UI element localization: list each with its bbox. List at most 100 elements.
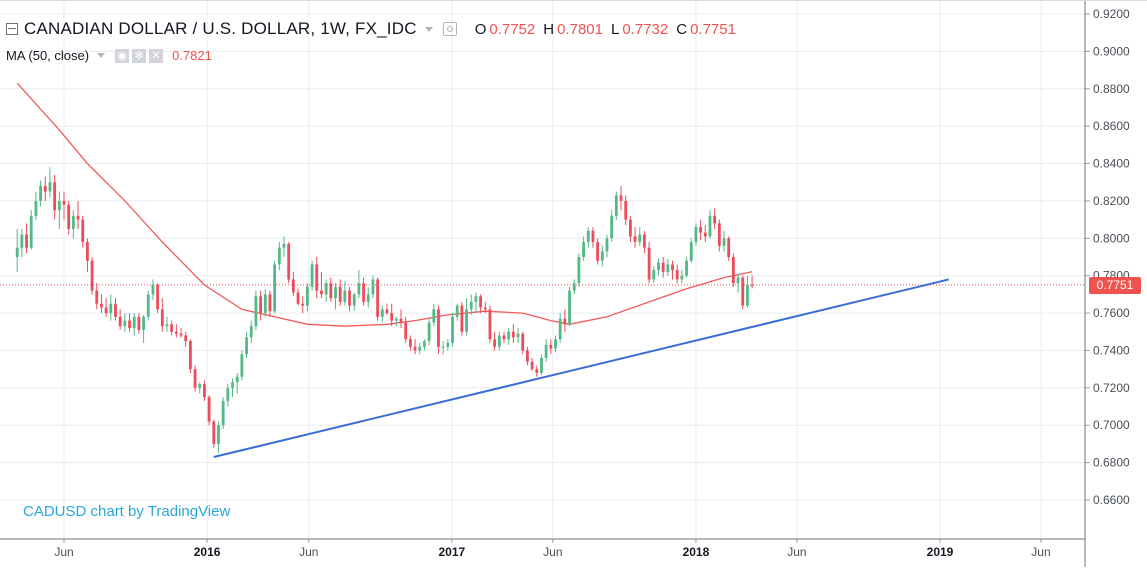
x-tick-label: Jun [787,545,806,559]
candle-body [231,382,234,388]
candle-body [736,277,740,284]
candle-body [465,309,468,332]
candle-body [703,232,707,237]
candle-body [146,294,150,317]
x-tick-label: Jun [1031,545,1050,559]
candle-body [558,318,562,340]
last-price-tag: 0.7751 [1089,277,1141,294]
candle-body [282,243,286,248]
candle-body [371,279,375,295]
indicator-label[interactable]: MA (50, close) [6,48,90,63]
candle-body [62,200,66,205]
candle-body [53,182,57,211]
candle-body [689,242,693,261]
candle-body [394,318,398,321]
y-tick-label: 0.6800 [1093,456,1130,470]
candle-body [591,230,595,243]
candle-body [376,279,380,317]
candle-body [488,309,492,340]
candle-body [343,290,347,302]
candle-body [81,219,85,243]
candle-body [263,294,267,314]
candle-body [586,230,590,243]
candle-body [390,313,394,321]
trendline-layer[interactable] [213,278,949,458]
candle-body [741,277,745,306]
chevron-down-icon[interactable] [97,53,106,58]
candle-body [441,346,445,348]
indicator-value: 0.7821 [172,48,212,63]
candle-body [179,333,183,336]
candle-body [221,400,225,426]
moving-average-layer [16,82,753,327]
candle-body [352,294,356,306]
candle-body [348,290,351,306]
candle-body [600,251,604,261]
candle-body [413,346,417,351]
candle-body [203,384,206,398]
eye-icon[interactable] [442,22,457,36]
close-icon[interactable]: ✕ [149,48,164,63]
trendline [213,278,949,458]
candle-body [151,285,155,295]
candle-body [334,286,337,299]
gear-icon[interactable]: ✻ [132,48,147,63]
candle-body [432,309,436,323]
y-tick-label: 0.7600 [1093,306,1130,320]
candle-body [535,369,539,373]
candle-body [296,292,300,304]
candle-body [605,238,609,252]
candle-body [306,286,309,306]
candle-body [479,296,483,308]
candle-body [273,264,277,312]
candle-body [118,316,122,327]
y-tick-label: 0.7200 [1093,381,1130,395]
candle-body [516,333,520,338]
candle-body [544,344,548,358]
candle-body [610,215,614,239]
tradingview-watermark[interactable]: CADUSD chart by TradingView [23,503,231,520]
y-tick-label: 0.8400 [1093,157,1130,171]
candle-body [385,309,389,314]
candle-body [619,195,623,201]
candle-body [680,275,684,280]
symbol-title[interactable]: CANADIAN DOLLAR / U.S. DOLLAR, 1W, FX_ID… [24,19,417,38]
candle-body [198,384,202,388]
x-tick-label: 2017 [438,545,465,559]
eye-icon[interactable]: ◉ [115,48,130,63]
candle-body [29,215,33,248]
candle-body [174,331,178,334]
x-tick-label: Jun [543,545,562,559]
candle-body [362,283,365,302]
x-tick-label: Jun [299,545,318,559]
low-value: 0.7732 [622,20,669,38]
candle-body [34,200,38,216]
candle-body [104,307,108,314]
candle-body [568,290,571,325]
collapse-icon[interactable] [6,23,18,35]
x-tick-label: 2019 [927,545,954,559]
candle-body [446,342,450,347]
candle-body [455,305,459,317]
candle-body [268,294,272,312]
candle-body [338,286,342,302]
candle-body [408,339,412,347]
candle-body [128,320,131,329]
indicator-legend: MA (50, close) ◉ ✻ ✕ 0.7821 [6,48,212,63]
candle-body [713,215,717,224]
chevron-down-icon[interactable] [424,26,433,32]
candle-body [727,238,731,257]
candle-body [554,339,557,349]
candle-body [717,223,721,246]
candle-body [638,234,642,243]
candle-body [324,283,328,295]
candle-body [123,320,127,327]
candle-body [661,262,665,272]
candle-body [132,316,136,329]
candle-body [142,316,145,330]
candle-body [15,247,19,257]
candle-body [212,421,216,444]
